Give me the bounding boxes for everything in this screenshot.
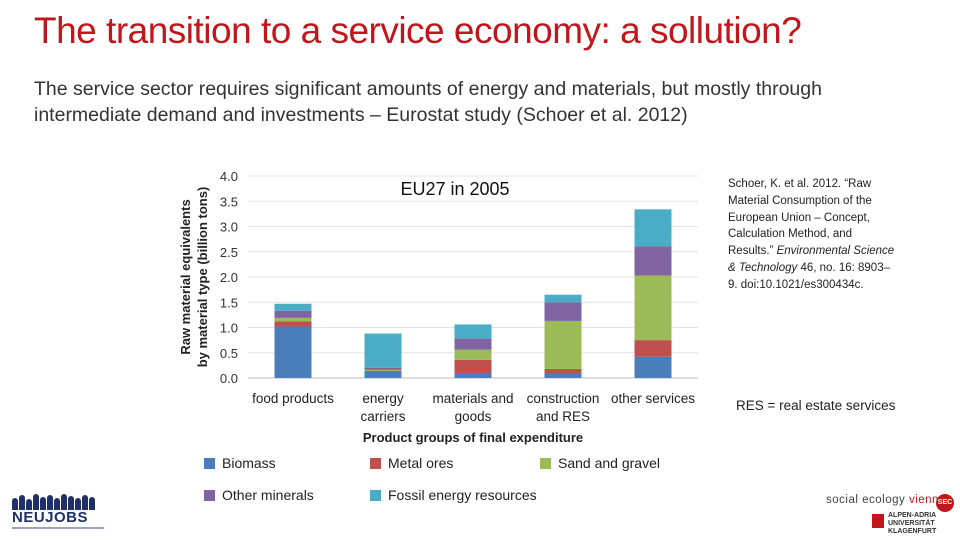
bar-segment <box>634 209 672 247</box>
bar-segment <box>634 275 672 341</box>
x-axis-label: Product groups of final expenditure <box>363 430 583 445</box>
sec-wordmark: social ecology vienna <box>826 494 946 506</box>
legend-swatch <box>204 458 215 469</box>
y-tick-label: 3.5 <box>220 194 238 209</box>
chart-gridlines <box>248 175 698 379</box>
x-category-label: carriers <box>360 409 405 424</box>
y-tick-label: 0.0 <box>220 371 238 386</box>
legend-label: Fossil energy resources <box>388 487 537 503</box>
bar-segment <box>544 373 582 378</box>
legend-label: Biomass <box>222 455 276 471</box>
x-category-label: goods <box>455 409 492 424</box>
legend-swatch <box>370 458 381 469</box>
neujobs-wordmark: NEUJOBS <box>12 509 89 526</box>
neujobs-figures-icon <box>12 494 104 510</box>
x-category-label: energy <box>362 391 404 406</box>
res-footnote: RES = real estate services <box>736 398 896 413</box>
bar-segment <box>274 326 312 378</box>
x-category-label: construction <box>527 391 600 406</box>
citation-text-1: Schoer, K. et al. 2012. “Raw Material Co… <box>728 178 872 258</box>
legend-label: Other minerals <box>222 487 314 503</box>
bar-segment <box>454 349 492 360</box>
x-category-label: other services <box>611 391 695 406</box>
y-tick-label: 1.5 <box>220 295 238 310</box>
bar-segment <box>454 359 492 373</box>
stacked-bar-chart: 0.0 0.5 1.0 1.5 2.0 2.5 3.0 3.5 4.0 food product… <box>178 169 698 503</box>
x-category-label: food products <box>252 391 334 406</box>
y-axis-label-line2: by material type (billion tons) <box>195 187 210 368</box>
neujobs-logo: NEUJOBS <box>12 494 104 534</box>
y-tick-label: 4.0 <box>220 169 238 184</box>
bar-segment <box>454 324 492 339</box>
bar-segment <box>544 302 582 321</box>
x-category-labels: food products energy carriers materials and… <box>252 391 695 424</box>
slide-subtitle: The service sector requires significant … <box>34 78 822 126</box>
y-axis-label-line1: Raw material equivalents <box>178 199 193 354</box>
bar-segment <box>544 368 582 374</box>
x-category-label: and RES <box>536 409 590 424</box>
bar-segment <box>364 370 402 372</box>
chart-bars <box>274 209 672 378</box>
bar-segment <box>274 303 312 311</box>
legend-swatch <box>540 458 551 469</box>
y-tick-label: 3.0 <box>220 220 238 235</box>
bar-segment <box>364 369 402 371</box>
slide-title: The transition to a service economy: a s… <box>34 10 802 51</box>
y-tick-label: 2.5 <box>220 245 238 260</box>
citation-reference: Schoer, K. et al. 2012. “Raw Material Co… <box>728 176 898 294</box>
x-category-label: materials and <box>432 391 513 406</box>
chart-legend: Biomass Metal ores Sand and gravel Other mi… <box>204 455 660 503</box>
university-crest-icon <box>872 514 884 528</box>
bar-segment <box>634 356 672 378</box>
bar-segment <box>454 338 492 350</box>
neujobs-tagline-bar <box>12 527 104 529</box>
bar-segment <box>274 317 312 322</box>
bar-segment <box>274 321 312 327</box>
bar-segment <box>364 333 402 368</box>
bar-segment <box>364 371 402 378</box>
bar-segment <box>274 310 312 318</box>
bar-segment <box>544 294 582 303</box>
citation-journal: Environmental Science & Technology <box>728 245 895 274</box>
legend-swatch <box>204 490 215 501</box>
bar-segment <box>634 340 672 357</box>
y-tick-label: 1.0 <box>220 321 238 336</box>
y-tick-label: 0.5 <box>220 346 238 361</box>
legend-label: Sand and gravel <box>558 455 660 471</box>
bar-segment <box>634 246 672 276</box>
university-wordmark: ALPEN-ADRIA UNIVERSITÄT KLAGENFURT <box>888 512 937 535</box>
bar-segment <box>364 367 402 370</box>
y-tick-label: 2.0 <box>220 270 238 285</box>
chart-title: EU27 in 2005 <box>400 179 509 199</box>
bar-segment <box>544 320 582 369</box>
legend-swatch <box>370 490 381 501</box>
y-tick-labels: 0.0 0.5 1.0 1.5 2.0 2.5 3.0 3.5 4.0 <box>220 169 238 386</box>
citation-text-2: 46, no. 16: 8903–9. doi:10.1021/es300434… <box>728 261 890 291</box>
social-ecology-vienna-logo: social ecology vienna SEC ALPEN-ADRIA UN… <box>826 494 954 538</box>
sec-badge-icon: SEC <box>936 494 954 512</box>
bar-segment <box>454 372 492 378</box>
legend-label: Metal ores <box>388 455 453 471</box>
